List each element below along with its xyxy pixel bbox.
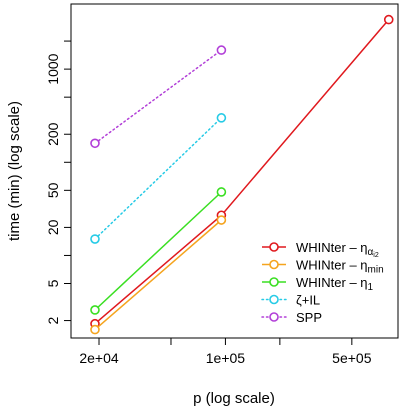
y-tick-label: 1000 [45,53,61,84]
x-tick-label: 2e+04 [79,350,119,366]
x-axis: 2e+04 1e+05 5e+05 [79,338,372,366]
y-axis: 2 5 20 50 200 1000 [45,40,71,324]
legend-marker [269,312,279,322]
data-point [216,215,227,225]
y-axis-title: time (min) (log scale) [6,101,23,241]
legend-item: WHINter – ηmin [262,258,384,276]
plot-frame [70,3,399,339]
series-line [94,117,223,240]
series-line [94,191,222,311]
legend-marker [269,259,279,270]
series-1 [90,215,227,335]
data-point [90,324,100,335]
y-tick-label: 20 [45,219,61,235]
legend-marker [269,242,279,252]
legend-marker [269,277,279,287]
data-point [216,113,227,123]
legend-marker [269,294,279,305]
legend-item: WHINter – ηαi2 [262,240,379,259]
data-point [90,138,100,149]
y-tick-label: 200 [45,122,61,146]
legend-label: WHINter – ηαi2 [296,240,379,259]
series-2 [90,187,227,315]
data-point [216,45,227,55]
x-axis-title: p (log scale) [193,390,275,407]
x-tick-label: 5e+05 [332,350,372,366]
series-line [94,219,222,331]
legend-item: ζ+IL [261,293,320,308]
y-tick-label: 5 [45,279,61,287]
series-3 [90,113,227,244]
data-point [90,234,100,244]
data-point [216,187,227,197]
legend-item: WHINter – η1 [262,275,374,293]
legend-label: ζ+IL [296,293,320,308]
legend-label: WHINter – η1 [296,275,374,293]
series-4 [90,45,227,149]
data-point [383,14,394,25]
data-point [90,305,100,315]
legend-label: WHINter – ηmin [296,258,384,276]
y-tick-label: 50 [45,182,61,198]
legend-label: SPP [296,310,322,325]
legend-item: SPP [261,310,322,325]
series-line [94,49,223,145]
y-tick-label: 2 [45,316,61,324]
series-layer [90,14,394,335]
x-tick-label: 1e+05 [206,350,246,366]
